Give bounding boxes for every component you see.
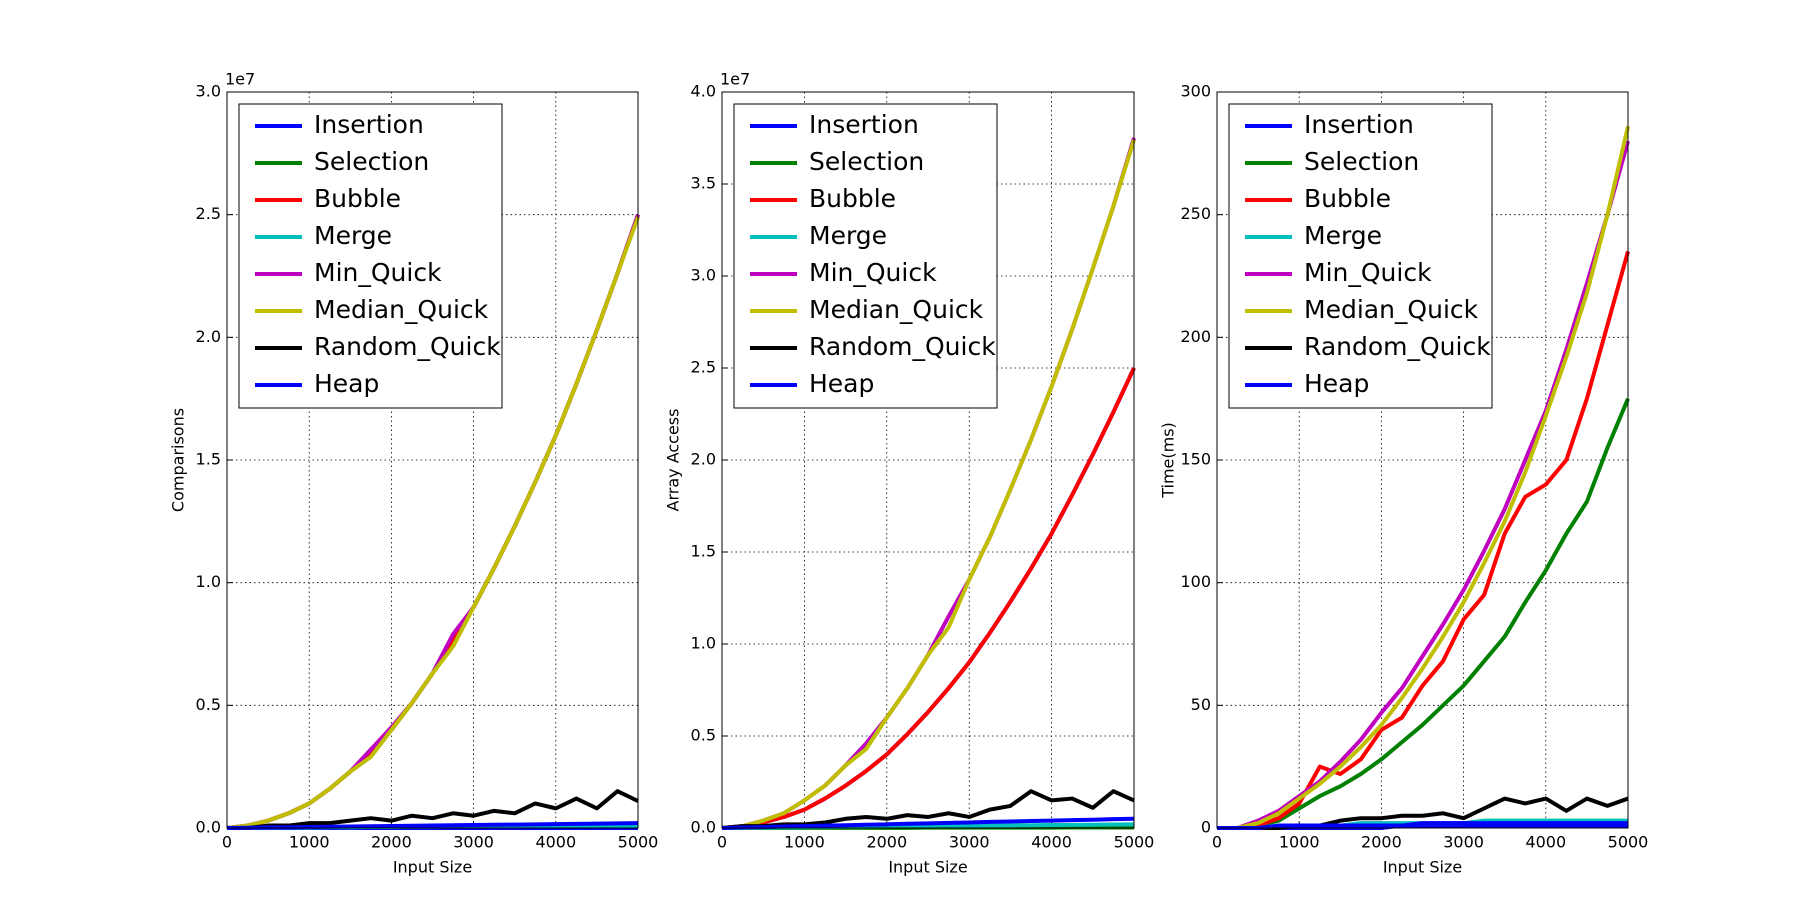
x-tick-label: 0: [1212, 833, 1222, 852]
legend-label: Random_Quick: [809, 332, 996, 361]
y-axis-label: Comparisons: [169, 408, 188, 512]
legend-label: Median_Quick: [809, 295, 984, 324]
series-line: [226, 216, 640, 830]
x-axis-label: Input Size: [393, 858, 472, 877]
legend-label: Min_Quick: [809, 258, 937, 287]
plot-frame: [721, 91, 1135, 829]
x-tick-label: 5000: [618, 833, 659, 852]
legend-label: Min_Quick: [314, 258, 442, 287]
x-tick-label: 0: [222, 833, 232, 852]
legend-label: Insertion: [809, 110, 919, 139]
y-tick-label: 250: [1180, 204, 1211, 223]
series-line: [1217, 125, 1630, 830]
y-tick-label: 0.0: [196, 818, 221, 837]
x-tick-label: 2000: [866, 833, 907, 852]
x-tick-label: 2000: [371, 833, 412, 852]
y-tick-label: 2.5: [691, 358, 716, 377]
series-line: [226, 821, 639, 830]
legend-label: Random_Quick: [314, 332, 501, 361]
legend-label: Bubble: [314, 184, 401, 213]
series-line: [1217, 821, 1628, 830]
y-tick-label: 2.5: [196, 204, 221, 223]
x-tick-label: 4000: [1031, 833, 1072, 852]
series-line: [721, 789, 1135, 830]
legend-label: Median_Quick: [1304, 295, 1479, 324]
x-tick-label: 1000: [784, 833, 825, 852]
series-line: [721, 139, 1136, 830]
y-axis-label: Time(ms): [1159, 422, 1178, 499]
y-tick-label: 0.0: [691, 818, 716, 837]
y-tick-label: 2.0: [196, 327, 221, 346]
y-tick-label: 1.0: [691, 634, 716, 653]
x-tick-label: 3000: [949, 833, 990, 852]
x-tick-label: 0: [717, 833, 727, 852]
series-line: [1217, 397, 1630, 830]
y-tick-label: 0.5: [691, 726, 716, 745]
y-axis-label: Array Access: [664, 409, 683, 512]
y-tick-label: 150: [1180, 450, 1211, 469]
legend-label: Random_Quick: [1304, 332, 1491, 361]
legend: Insertion Selection Bubble Merge Min_Quick Me…: [238, 103, 503, 409]
legend-label: Merge: [314, 221, 392, 250]
axis-offset-label: 1e7: [225, 70, 255, 89]
y-tick-label: 1.5: [196, 450, 221, 469]
legend-box: [1228, 103, 1493, 409]
x-tick-label: 4000: [535, 833, 576, 852]
legend-label: Heap: [1304, 369, 1369, 398]
legend-label: Bubble: [809, 184, 896, 213]
legend-label: Selection: [809, 147, 924, 176]
legend-box: [733, 103, 998, 409]
legend-label: Heap: [314, 369, 379, 398]
y-tick-label: 3.0: [691, 266, 716, 285]
y-tick-label: 0.5: [196, 695, 221, 714]
x-tick-label: 3000: [453, 833, 494, 852]
y-tick-label: 2.0: [691, 450, 716, 469]
x-axis-label: Input Size: [888, 858, 967, 877]
x-axis-label: Input Size: [1383, 858, 1462, 877]
x-tick-label: 3000: [1443, 833, 1484, 852]
legend-label: Merge: [809, 221, 887, 250]
legend-label: Median_Quick: [314, 295, 489, 324]
y-tick-label: 100: [1180, 572, 1211, 591]
x-tick-label: 5000: [1608, 833, 1649, 852]
legend-label: Merge: [1304, 221, 1382, 250]
series-line: [721, 367, 1136, 830]
legend-label: Insertion: [314, 110, 424, 139]
y-tick-label: 300: [1180, 82, 1211, 101]
x-tick-label: 5000: [1114, 833, 1155, 852]
series-line: [721, 816, 1135, 830]
legend-label: Min_Quick: [1304, 258, 1432, 287]
series-line: [227, 789, 639, 830]
legend-label: Heap: [809, 369, 874, 398]
x-tick-label: 1000: [1279, 833, 1320, 852]
y-tick-label: 4.0: [691, 82, 716, 101]
y-tick-label: 200: [1180, 327, 1211, 346]
legend-label: Selection: [1304, 147, 1419, 176]
y-tick-label: 1.0: [196, 572, 221, 591]
x-tick-label: 1000: [289, 833, 330, 852]
legend: Insertion Selection Bubble Merge Min_Quick Me…: [1228, 103, 1493, 409]
legend-label: Bubble: [1304, 184, 1391, 213]
x-tick-label: 2000: [1361, 833, 1402, 852]
legend-label: Selection: [314, 147, 429, 176]
plot-frame: [226, 91, 639, 829]
y-tick-label: 0: [1201, 818, 1211, 837]
y-tick-label: 3.5: [691, 174, 716, 193]
y-tick-label: 1.5: [691, 542, 716, 561]
x-tick-label: 4000: [1525, 833, 1566, 852]
axis-offset-label: 1e7: [720, 70, 750, 89]
legend: Insertion Selection Bubble Merge Min_Quick Me…: [733, 103, 998, 409]
legend-box: [238, 103, 503, 409]
y-tick-label: 3.0: [196, 82, 221, 101]
y-tick-label: 50: [1191, 695, 1211, 714]
series-line: [1217, 250, 1630, 830]
series-line: [721, 367, 1136, 830]
plot-frame: [1216, 91, 1629, 829]
legend-label: Insertion: [1304, 110, 1414, 139]
